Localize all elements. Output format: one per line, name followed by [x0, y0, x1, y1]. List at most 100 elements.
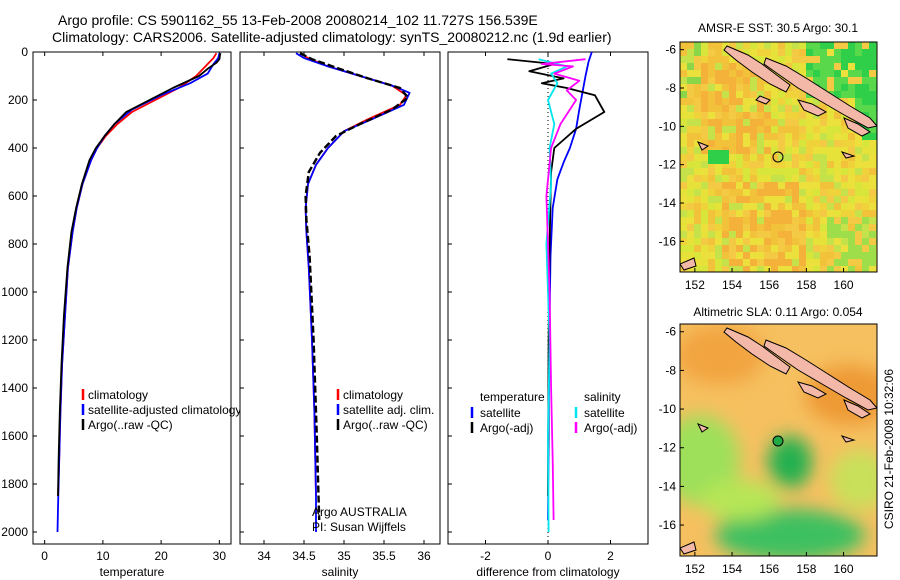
sst-pixel	[862, 154, 869, 161]
sst-pixel	[708, 133, 715, 140]
sst-pixel	[694, 252, 701, 259]
sst-pixel	[680, 224, 687, 231]
sst-pixel	[841, 49, 848, 56]
sst-pixel	[680, 196, 687, 203]
sst-pixel	[743, 175, 750, 182]
sst-pixel	[687, 126, 694, 133]
sst-map-y-tick-label: -10	[659, 119, 677, 133]
sst-pixel	[778, 182, 785, 189]
sst-pixel	[834, 259, 841, 266]
sst-map-y-tick-label: -8	[665, 81, 676, 95]
sst-pixel	[799, 231, 806, 238]
sst-pixel	[855, 259, 862, 266]
sst-pixel	[764, 259, 771, 266]
sst-pixel	[687, 196, 694, 203]
sst-pixel	[827, 154, 834, 161]
salinity-annotation-line: PI: Susan Wijffels	[312, 520, 406, 534]
sst-pixel	[708, 140, 715, 147]
sst-pixel	[743, 105, 750, 112]
sst-pixel	[792, 147, 799, 154]
sst-pixel	[764, 266, 771, 272]
sst-pixel	[687, 147, 694, 154]
sst-pixel	[736, 238, 743, 245]
salinity-plot-frame	[239, 51, 441, 545]
sst-pixel	[813, 175, 820, 182]
sst-pixel	[722, 203, 729, 210]
sst-pixel	[715, 217, 722, 224]
sst-pixel	[827, 161, 834, 168]
sst-pixel	[708, 42, 715, 49]
sst-pixel	[841, 147, 848, 154]
sst-pixel	[687, 266, 694, 272]
sst-pixel	[855, 147, 862, 154]
sst-pixel	[869, 112, 876, 119]
sst-pixel	[862, 196, 869, 203]
sst-pixel	[757, 259, 764, 266]
sst-pixel	[722, 42, 729, 49]
sst-pixel	[736, 147, 743, 154]
sst-pixel	[855, 210, 862, 217]
sst-pixel	[736, 161, 743, 168]
sst-pixel	[715, 42, 722, 49]
sst-pixel	[680, 126, 687, 133]
sst-pixel	[701, 147, 708, 154]
sst-pixel	[841, 252, 848, 259]
sst-pixel	[792, 217, 799, 224]
sst-pixel	[701, 210, 708, 217]
difference-legend-label: Argo(-adj)	[584, 421, 637, 435]
sst-pixel	[785, 147, 792, 154]
sla-map-y-tick-label: -8	[665, 363, 676, 377]
sst-pixel	[834, 189, 841, 196]
sst-pixel	[736, 224, 743, 231]
sst-pixel	[813, 238, 820, 245]
sst-pixel	[694, 259, 701, 266]
sst-pixel	[715, 168, 722, 175]
temperature-x-tick-label: 10	[96, 549, 110, 563]
sst-pixel	[820, 119, 827, 126]
sst-pixel	[729, 189, 736, 196]
sst-pixel	[736, 168, 743, 175]
sst-pixel	[750, 119, 757, 126]
sst-pixel	[820, 42, 827, 49]
sst-pixel	[743, 42, 750, 49]
sst-pixel	[694, 189, 701, 196]
sst-pixel	[694, 217, 701, 224]
sst-pixel	[729, 42, 736, 49]
sst-pixel	[806, 245, 813, 252]
sst-pixel	[715, 70, 722, 77]
sst-pixel	[827, 266, 834, 272]
sst-pixel	[792, 210, 799, 217]
sst-pixel	[806, 175, 813, 182]
sst-pixel	[834, 196, 841, 203]
sst-pixel	[729, 168, 736, 175]
sst-pixel	[855, 266, 862, 272]
sst-pixel	[827, 217, 834, 224]
sst-map-x-tick-label: 156	[759, 278, 779, 292]
sst-pixel	[799, 119, 806, 126]
sst-pixel	[694, 77, 701, 84]
sst-pixel	[771, 217, 778, 224]
sst-pixel	[862, 98, 869, 105]
sst-pixel	[806, 126, 813, 133]
sst-pixel	[701, 91, 708, 98]
sst-pixel	[820, 112, 827, 119]
sst-map-title: AMSR-E SST: 30.5 Argo: 30.1	[698, 21, 858, 35]
sst-pixel	[750, 231, 757, 238]
sst-pixel	[764, 182, 771, 189]
sst-pixel	[757, 161, 764, 168]
sst-pixel	[813, 42, 820, 49]
sst-pixel	[848, 196, 855, 203]
temperature-y-tick-label: 800	[8, 237, 28, 251]
sst-pixel	[715, 175, 722, 182]
sst-pixel	[708, 175, 715, 182]
sst-pixel	[813, 154, 820, 161]
sst-pixel	[680, 217, 687, 224]
sst-pixel	[869, 126, 876, 133]
sst-pixel	[820, 189, 827, 196]
sst-pixel	[792, 98, 799, 105]
sst-pixel	[743, 140, 750, 147]
sst-pixel	[757, 49, 764, 56]
sla-map-y-tick-label: -16	[659, 518, 677, 532]
sst-pixel	[778, 175, 785, 182]
sst-pixel	[841, 238, 848, 245]
